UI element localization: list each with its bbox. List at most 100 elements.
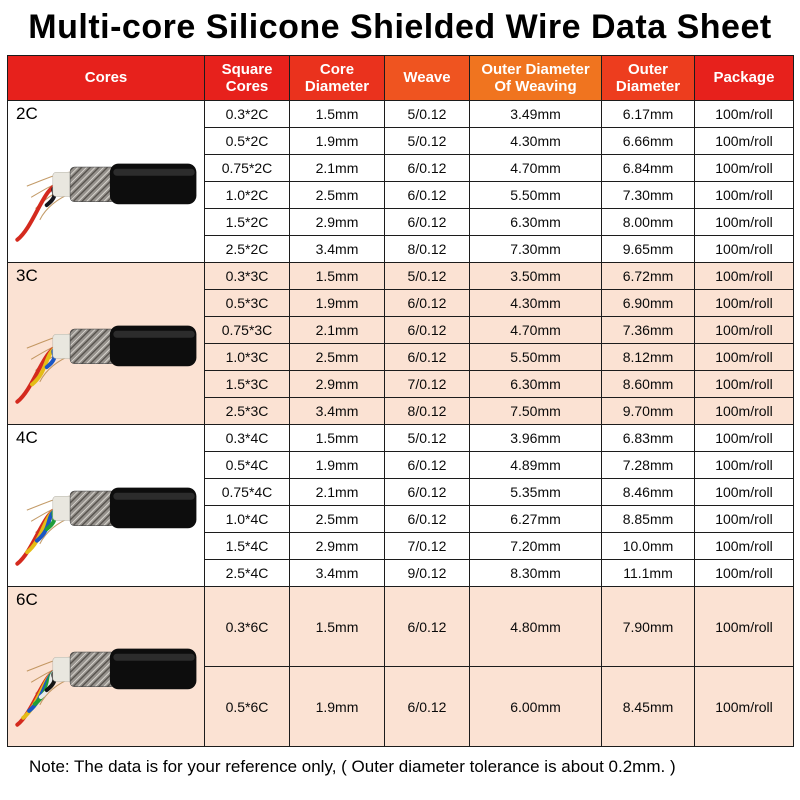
cell-package: 100m/roll bbox=[694, 397, 794, 425]
cell-weave: 7/0.12 bbox=[384, 532, 470, 560]
cell-square-cores: 0.5*3C bbox=[204, 289, 290, 317]
cell-outer-diameter-of-weaving: 3.96mm bbox=[469, 424, 602, 452]
page-title: Multi-core Silicone Shielded Wire Data S… bbox=[28, 8, 772, 46]
cell-outer-diameter: 6.66mm bbox=[601, 127, 695, 155]
cell-square-cores: 2.5*3C bbox=[204, 397, 290, 425]
cell-core-diameter: 2.5mm bbox=[289, 343, 385, 371]
table-row-3c-6: 2.5*3C 3.4mm 8/0.12 7.50mm 9.70mm 100m/roll bbox=[8, 397, 794, 425]
cell-weave: 6/0.12 bbox=[384, 316, 470, 344]
cell-square-cores: 1.5*2C bbox=[204, 208, 290, 236]
cable-image-6c bbox=[15, 649, 197, 728]
cell-square-cores: 1.5*4C bbox=[204, 532, 290, 560]
cell-outer-diameter: 7.28mm bbox=[601, 451, 695, 479]
cell-outer-diameter-of-weaving: 7.30mm bbox=[469, 235, 602, 263]
cell-weave: 6/0.12 bbox=[384, 478, 470, 506]
column-header-core-diameter: Core Diameter bbox=[289, 55, 385, 101]
cable-image-2c bbox=[15, 164, 197, 243]
cell-outer-diameter-of-weaving: 4.70mm bbox=[469, 316, 602, 344]
cell-outer-diameter: 10.0mm bbox=[601, 532, 695, 560]
cell-weave: 8/0.12 bbox=[384, 235, 470, 263]
cell-core-diameter: 1.9mm bbox=[289, 289, 385, 317]
cell-weave: 6/0.12 bbox=[384, 154, 470, 182]
cell-weave: 6/0.12 bbox=[384, 505, 470, 533]
cell-weave: 9/0.12 bbox=[384, 559, 470, 587]
cell-core-diameter: 2.9mm bbox=[289, 208, 385, 236]
table-row-4c-6: 2.5*4C 3.4mm 9/0.12 8.30mm 11.1mm 100m/roll bbox=[8, 559, 794, 587]
cell-package: 100m/roll bbox=[694, 289, 794, 317]
cell-square-cores: 0.5*2C bbox=[204, 127, 290, 155]
table-row-3c-2: 0.5*3C 1.9mm 6/0.12 4.30mm 6.90mm 100m/roll bbox=[8, 289, 794, 317]
cell-core-diameter: 1.9mm bbox=[289, 451, 385, 479]
cell-package: 100m/roll bbox=[694, 666, 794, 747]
cell-package: 100m/roll bbox=[694, 370, 794, 398]
table-header: Cores Square Cores Core Diameter Weave Outer… bbox=[7, 55, 794, 101]
cell-outer-diameter: 8.85mm bbox=[601, 505, 695, 533]
column-header-square-cores: Square Cores bbox=[204, 55, 290, 101]
cell-outer-diameter: 6.17mm bbox=[601, 100, 695, 128]
cell-outer-diameter: 6.84mm bbox=[601, 154, 695, 182]
cell-package: 100m/roll bbox=[694, 100, 794, 128]
cell-package: 100m/roll bbox=[694, 316, 794, 344]
cell-core-diameter: 2.5mm bbox=[289, 181, 385, 209]
cell-core-diameter: 2.9mm bbox=[289, 532, 385, 560]
cell-weave: 5/0.12 bbox=[384, 424, 470, 452]
table-row-6c-2: 0.5*6C 1.9mm 6/0.12 6.00mm 8.45mm 100m/roll bbox=[8, 666, 794, 747]
table-row-4c-5: 1.5*4C 2.9mm 7/0.12 7.20mm 10.0mm 100m/roll bbox=[8, 532, 794, 560]
cell-weave: 6/0.12 bbox=[384, 208, 470, 236]
cell-weave: 6/0.12 bbox=[384, 289, 470, 317]
cell-outer-diameter: 8.00mm bbox=[601, 208, 695, 236]
cell-package: 100m/roll bbox=[694, 127, 794, 155]
table-row-3c-1: 3C 0.3*3C 1.5mm 5/0.12 3.50mm 6.72mm 100m/roll bbox=[7, 262, 794, 425]
cell-outer-diameter: 7.90mm bbox=[601, 586, 695, 667]
cell-core-diameter: 2.9mm bbox=[289, 370, 385, 398]
cell-outer-diameter-of-weaving: 8.30mm bbox=[469, 559, 602, 587]
cell-square-cores: 2.5*2C bbox=[204, 235, 290, 263]
table-row-2c-1: 2C 0.3*2C 1.5mm 5/0.12 3.49mm 6.17mm 100m/roll bbox=[7, 100, 794, 263]
group-cell-4c: 4C bbox=[7, 424, 205, 587]
cell-core-diameter: 1.5mm bbox=[289, 424, 385, 452]
cell-outer-diameter-of-weaving: 6.27mm bbox=[469, 505, 602, 533]
cell-outer-diameter-of-weaving: 3.50mm bbox=[469, 262, 602, 290]
cell-outer-diameter-of-weaving: 7.50mm bbox=[469, 397, 602, 425]
cell-core-diameter: 2.1mm bbox=[289, 154, 385, 182]
cell-outer-diameter: 11.1mm bbox=[601, 559, 695, 587]
table-row-3c-5: 1.5*3C 2.9mm 7/0.12 6.30mm 8.60mm 100m/roll bbox=[8, 370, 794, 398]
cell-outer-diameter-of-weaving: 7.20mm bbox=[469, 532, 602, 560]
cell-outer-diameter: 9.65mm bbox=[601, 235, 695, 263]
cell-square-cores: 0.5*6C bbox=[204, 666, 290, 747]
cell-outer-diameter-of-weaving: 4.70mm bbox=[469, 154, 602, 182]
column-header-weave: Weave bbox=[384, 55, 470, 101]
cell-core-diameter: 1.9mm bbox=[289, 127, 385, 155]
cell-weave: 6/0.12 bbox=[384, 666, 470, 747]
cell-package: 100m/roll bbox=[694, 262, 794, 290]
column-header-outer-diameter-of-weaving: Outer Diameter Of Weaving bbox=[469, 55, 602, 101]
cell-outer-diameter: 8.46mm bbox=[601, 478, 695, 506]
cell-weave: 6/0.12 bbox=[384, 343, 470, 371]
cell-core-diameter: 1.5mm bbox=[289, 586, 385, 667]
column-header-package: Package bbox=[694, 55, 794, 101]
footnote: Note: The data is for your reference onl… bbox=[29, 757, 676, 776]
group-label-2c: 2C bbox=[16, 104, 38, 123]
cell-outer-diameter: 8.45mm bbox=[601, 666, 695, 747]
table-row-4c-4: 1.0*4C 2.5mm 6/0.12 6.27mm 8.85mm 100m/roll bbox=[8, 505, 794, 533]
table-row-2c-2: 0.5*2C 1.9mm 5/0.12 4.30mm 6.66mm 100m/roll bbox=[8, 127, 794, 155]
cell-core-diameter: 3.4mm bbox=[289, 559, 385, 587]
cell-outer-diameter-of-weaving: 3.49mm bbox=[469, 100, 602, 128]
cell-outer-diameter: 6.90mm bbox=[601, 289, 695, 317]
cell-square-cores: 0.75*4C bbox=[204, 478, 290, 506]
cell-square-cores: 0.75*2C bbox=[204, 154, 290, 182]
group-label-6c: 6C bbox=[16, 590, 38, 609]
cell-weave: 5/0.12 bbox=[384, 262, 470, 290]
cell-core-diameter: 1.5mm bbox=[289, 262, 385, 290]
cell-outer-diameter: 7.30mm bbox=[601, 181, 695, 209]
cell-package: 100m/roll bbox=[694, 505, 794, 533]
table-row-3c-3: 0.75*3C 2.1mm 6/0.12 4.70mm 7.36mm 100m/roll bbox=[8, 316, 794, 344]
cell-outer-diameter-of-weaving: 4.30mm bbox=[469, 289, 602, 317]
cell-core-diameter: 2.5mm bbox=[289, 505, 385, 533]
column-header-outer-diameter: Outer Diameter bbox=[601, 55, 695, 101]
cell-core-diameter: 2.1mm bbox=[289, 316, 385, 344]
cell-outer-diameter: 8.60mm bbox=[601, 370, 695, 398]
table-body: 2C 0.3*2C 1.5mm 5/0.12 3.49mm 6.17mm 100m/roll… bbox=[7, 100, 794, 747]
group-cell-6c: 6C bbox=[7, 586, 205, 747]
cell-square-cores: 1.0*3C bbox=[204, 343, 290, 371]
